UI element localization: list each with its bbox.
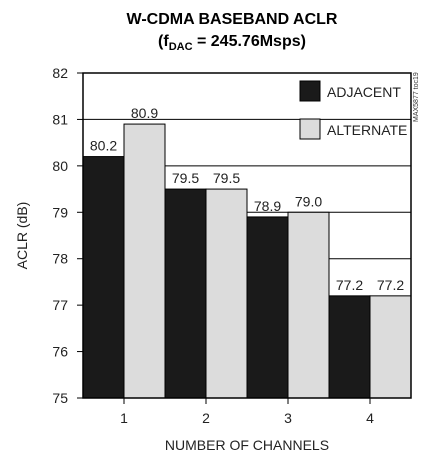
plot-frame xyxy=(82,72,412,399)
data-label-alternate-4: 77.2 xyxy=(377,277,404,293)
y-tick-label-75: 75 xyxy=(52,390,68,406)
data-label-adjacent-3: 78.9 xyxy=(254,198,281,214)
y-axis-title: ACLR (dB) xyxy=(14,202,30,270)
x-axis-title: NUMBER OF CHANNELS xyxy=(165,437,329,453)
title-prefix: (f xyxy=(158,33,169,50)
bars xyxy=(82,123,412,399)
legend-swatch-alternate xyxy=(299,118,321,140)
data-label-alternate-2: 79.5 xyxy=(213,170,240,186)
legend-label-adjacent: ADJACENT xyxy=(327,84,401,100)
data-labels: 80.2 80.9 79.5 79.5 78.9 79.0 77.2 77.2 xyxy=(90,105,404,293)
y-tick-label-82: 82 xyxy=(52,65,68,81)
y-tick-label-79: 79 xyxy=(52,204,68,220)
legend-swatch-adjacent xyxy=(299,80,321,102)
y-tick-label-76: 76 xyxy=(52,344,68,360)
y-tick-label-81: 81 xyxy=(52,111,68,127)
data-label-alternate-3: 79.0 xyxy=(295,193,322,209)
x-tick-label-3: 3 xyxy=(284,410,292,426)
y-tick-label-77: 77 xyxy=(52,297,68,313)
data-label-adjacent-4: 77.2 xyxy=(336,277,363,293)
bar-adjacent-1 xyxy=(82,156,125,399)
bar-alternate-2 xyxy=(205,188,248,399)
bar-adjacent-2 xyxy=(164,188,207,399)
bar-adjacent-4 xyxy=(328,295,371,399)
data-label-alternate-1: 80.9 xyxy=(131,105,158,121)
figure-watermark: MAX5877 toc19 xyxy=(413,72,420,122)
legend: ADJACENT ALTERNATE xyxy=(299,80,407,140)
legend-label-alternate: ALTERNATE xyxy=(327,122,407,138)
chart-title-line1: W-CDMA BASEBAND ACLR xyxy=(127,11,338,28)
y-tick-label-78: 78 xyxy=(52,251,68,267)
bar-alternate-3 xyxy=(287,211,330,399)
bar-alternate-1 xyxy=(123,123,166,399)
title-suffix: = 245.76Msps) xyxy=(193,33,306,50)
axes: 75 76 77 78 79 80 81 82 1 2 3 4 xyxy=(52,65,374,426)
data-label-adjacent-2: 79.5 xyxy=(172,170,199,186)
bar-adjacent-3 xyxy=(246,216,289,399)
data-label-adjacent-1: 80.2 xyxy=(90,138,117,154)
y-tick-label-80: 80 xyxy=(52,158,68,174)
x-tick-label-4: 4 xyxy=(366,410,374,426)
x-tick-label-2: 2 xyxy=(202,410,210,426)
bar-alternate-4 xyxy=(369,295,412,399)
chart-title-line2: (fDAC = 245.76Msps) xyxy=(158,33,306,53)
title-subscript: DAC xyxy=(169,41,193,53)
x-tick-label-1: 1 xyxy=(120,410,128,426)
